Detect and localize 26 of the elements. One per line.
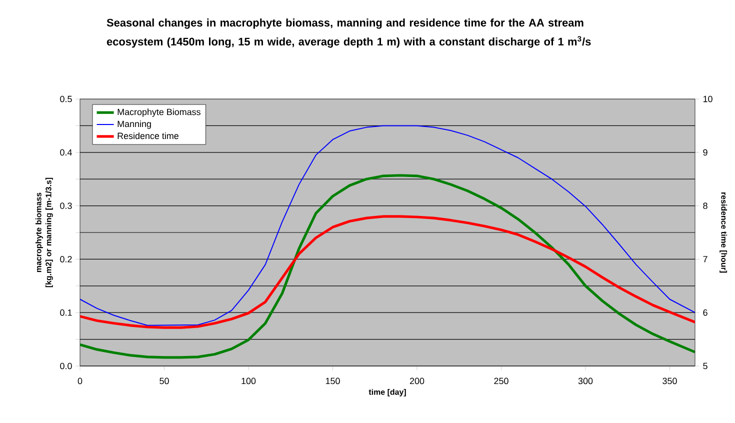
y-tick-label: 0.3: [60, 202, 72, 209]
y-tick-label: 0.2: [60, 256, 72, 262]
y2-tick-label: 5: [703, 362, 708, 370]
x-tick-label: 300: [578, 378, 593, 384]
y-tick-label: 0.5: [60, 96, 72, 102]
y2-tick-label: 8: [703, 202, 708, 209]
y2-tick-label: 7: [703, 256, 708, 262]
y2-tick-label: 9: [703, 149, 708, 156]
line-series: [80, 174, 696, 359]
legend-label: Manning: [118, 120, 151, 129]
x-tick-label: 200: [410, 378, 424, 384]
x-tick-label: 350: [662, 378, 677, 384]
x-tick-label: 150: [326, 378, 340, 384]
chart-title: Seasonal changes in macrophyte biomass, manning and residence time for the AA stream ecosystem (1450m long, 15 m wide, average depth 1 m) with a constant discharge of 1 m$^{3}$/s: [106, 18, 591, 48]
y-tick-label: 0.0: [60, 362, 72, 370]
x-tick-label: 0: [78, 378, 82, 384]
legend-label: Residence time: [118, 132, 178, 140]
x-tick-label: 250: [494, 378, 508, 384]
legend-label: Macrophyte Biomass: [118, 108, 200, 117]
line-series: [80, 215, 696, 329]
y-tick-label: 0.1: [60, 309, 72, 316]
y2-tick-label: 6: [703, 309, 708, 316]
x-tick-label: 100: [242, 378, 256, 384]
y2-tick-label: 10: [703, 96, 712, 102]
y-tick-label: 0.4: [60, 149, 72, 156]
x-tick-label: 50: [160, 378, 169, 384]
